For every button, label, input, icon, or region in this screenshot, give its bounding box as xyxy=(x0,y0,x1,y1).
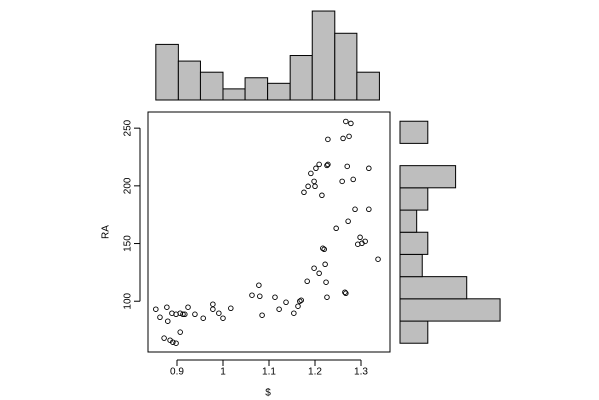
point xyxy=(312,183,318,190)
point xyxy=(249,292,255,298)
histogram-bar xyxy=(199,71,224,101)
point xyxy=(161,335,167,341)
point xyxy=(228,305,234,312)
point xyxy=(153,306,159,312)
point xyxy=(322,261,328,268)
point xyxy=(210,301,216,307)
y-tick-label: 250 xyxy=(123,119,134,136)
histogram-bar xyxy=(399,187,429,211)
point xyxy=(177,329,183,335)
point xyxy=(313,165,319,172)
x-tick-label: 1.2 xyxy=(308,367,322,378)
point xyxy=(343,290,349,297)
point xyxy=(298,297,304,303)
histogram-bar xyxy=(222,88,246,101)
point xyxy=(362,238,368,245)
x-axis-label: $ xyxy=(265,388,271,399)
point xyxy=(340,135,346,142)
histogram-bar xyxy=(334,32,358,101)
point xyxy=(259,312,265,318)
histogram-bar xyxy=(267,82,291,101)
point xyxy=(346,133,352,140)
histogram-bar xyxy=(155,43,179,101)
point xyxy=(182,311,188,318)
point xyxy=(216,310,222,316)
point xyxy=(200,315,206,321)
point xyxy=(308,170,314,177)
point xyxy=(344,163,350,170)
plot-frame xyxy=(147,111,391,353)
point xyxy=(276,306,282,312)
histogram-bar xyxy=(399,298,501,322)
y-tick-label: 100 xyxy=(123,292,134,309)
point xyxy=(311,178,317,185)
point xyxy=(319,192,325,199)
point xyxy=(339,178,345,185)
point xyxy=(316,161,322,168)
point xyxy=(164,304,170,310)
histogram-bar xyxy=(399,120,429,144)
x-tick-label: 0.9 xyxy=(170,367,184,378)
point xyxy=(173,340,179,346)
point xyxy=(333,225,339,232)
point xyxy=(343,118,349,125)
point xyxy=(325,136,331,143)
point xyxy=(283,299,289,306)
point xyxy=(192,311,198,318)
histogram-bar xyxy=(177,60,201,101)
point xyxy=(366,165,372,172)
point xyxy=(272,294,278,300)
histogram-bar xyxy=(399,231,429,255)
histogram-bar xyxy=(289,55,313,101)
point xyxy=(366,206,372,213)
point xyxy=(257,293,263,300)
y-tick-label: 150 xyxy=(123,235,134,252)
point xyxy=(297,298,303,304)
point xyxy=(301,189,307,196)
point xyxy=(210,306,216,312)
y-axis-label: RA xyxy=(101,225,112,239)
point xyxy=(345,218,351,225)
histogram-bar xyxy=(399,253,423,278)
histogram-bar xyxy=(356,71,380,101)
point xyxy=(323,279,329,285)
point xyxy=(321,246,327,253)
point xyxy=(357,234,363,241)
histogram-bar xyxy=(311,10,336,101)
point xyxy=(324,162,330,169)
point xyxy=(311,265,317,271)
x-tick-label: 1.1 xyxy=(262,367,276,378)
histogram-bar xyxy=(399,320,429,344)
point xyxy=(325,161,331,168)
point xyxy=(348,120,354,127)
point xyxy=(295,303,301,309)
point xyxy=(352,206,358,213)
point xyxy=(185,304,191,310)
point xyxy=(256,282,262,288)
point xyxy=(350,176,356,183)
point xyxy=(342,289,348,295)
histogram-bar xyxy=(244,77,269,101)
point xyxy=(165,318,171,324)
point xyxy=(157,314,163,321)
point xyxy=(305,183,311,190)
y-tick-label: 200 xyxy=(123,177,134,194)
point xyxy=(291,310,297,316)
histogram-bar xyxy=(399,165,457,189)
point xyxy=(324,294,330,300)
x-tick-label: 1 xyxy=(220,367,226,378)
histogram-bar xyxy=(399,276,468,300)
point xyxy=(316,270,322,277)
point xyxy=(375,256,381,262)
x-tick-label: 1.3 xyxy=(354,367,368,378)
point xyxy=(180,311,186,318)
point xyxy=(304,278,310,285)
histogram-bar xyxy=(399,209,418,233)
point xyxy=(220,315,226,321)
point xyxy=(170,339,176,345)
point xyxy=(320,245,326,252)
